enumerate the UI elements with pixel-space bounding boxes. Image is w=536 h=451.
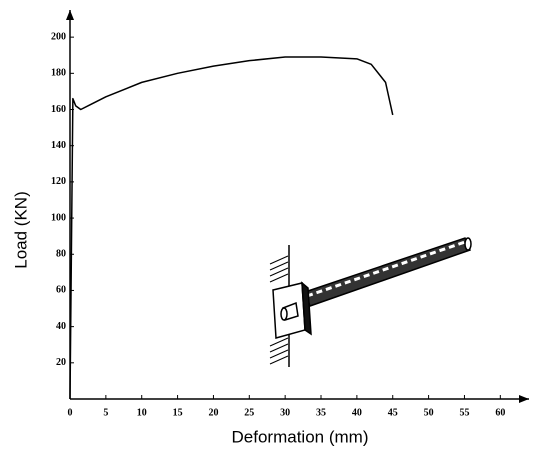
anchor-illustration bbox=[269, 237, 472, 367]
y-tick-label: 20 bbox=[56, 357, 66, 368]
x-tick-label: 30 bbox=[280, 407, 290, 418]
y-tick-label: 200 bbox=[51, 31, 66, 42]
x-tick-label: 45 bbox=[388, 407, 398, 418]
x-tick-label: 0 bbox=[68, 407, 73, 418]
x-tick-label: 50 bbox=[424, 407, 434, 418]
x-tick-label: 10 bbox=[137, 407, 147, 418]
x-axis-title: Deformation (mm) bbox=[232, 427, 369, 446]
y-tick-label: 180 bbox=[51, 68, 66, 79]
x-tick-label: 20 bbox=[208, 407, 218, 418]
y-tick-label: 80 bbox=[56, 249, 66, 260]
x-tick-label: 60 bbox=[495, 407, 505, 418]
y-tick-label: 60 bbox=[56, 285, 66, 296]
y-tick-label: 160 bbox=[51, 104, 66, 115]
y-tick-label: 120 bbox=[51, 176, 66, 187]
y-axis-arrow bbox=[66, 10, 74, 20]
x-tick-label: 40 bbox=[352, 407, 362, 418]
load-curve bbox=[69, 56, 394, 400]
x-tick-label: 55 bbox=[459, 407, 469, 418]
x-tick-label: 5 bbox=[103, 407, 108, 418]
x-axis-arrow bbox=[519, 395, 529, 403]
y-tick-label: 100 bbox=[51, 212, 66, 223]
x-tick-label: 15 bbox=[173, 407, 183, 418]
y-tick-label: 40 bbox=[56, 321, 66, 332]
y-tick-label: 140 bbox=[51, 140, 66, 151]
x-tick-label: 35 bbox=[316, 407, 326, 418]
y-axis-title: Load (KN) bbox=[11, 191, 30, 268]
x-tick-label: 25 bbox=[244, 407, 254, 418]
